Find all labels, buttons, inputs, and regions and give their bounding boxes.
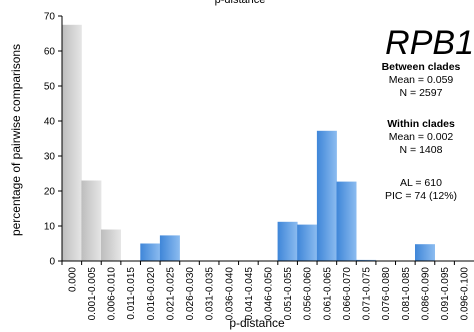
x-tick-label: 0.000 bbox=[67, 267, 78, 292]
y-axis-label: percentage of pairwise comparisons bbox=[9, 44, 23, 236]
y-tick-label: 10 bbox=[44, 222, 56, 233]
y-tick-label: 60 bbox=[44, 47, 56, 58]
y-tick-label: 20 bbox=[44, 187, 56, 198]
alignment-length: AL = 610 bbox=[400, 177, 442, 189]
x-tick-label: 0.011-0.015 bbox=[126, 267, 137, 320]
bar-between-0.066-0.070 bbox=[336, 181, 357, 261]
bar-between-0.086-0.090 bbox=[415, 244, 435, 261]
bars-group bbox=[61, 24, 435, 262]
x-tick-label: 0.051-0.055 bbox=[283, 267, 294, 321]
between-clades-heading: Between clades bbox=[382, 61, 461, 73]
within-clades-heading: Within clades bbox=[387, 118, 455, 130]
bar-between-0.051-0.055 bbox=[277, 221, 298, 261]
bar-between-0.021-0.025 bbox=[159, 235, 180, 261]
x-tick-label: 0.006-0.010 bbox=[107, 267, 118, 321]
bar-within-0.000 bbox=[61, 24, 82, 262]
x-tick-label: 0.081-0.085 bbox=[401, 267, 412, 321]
x-tick-label: 0.056-0.060 bbox=[303, 267, 314, 321]
x-tick-label: 0.001-0.005 bbox=[87, 267, 98, 321]
bar-between-0.061-0.065 bbox=[316, 130, 337, 261]
chart-title: p-distance bbox=[215, 0, 266, 6]
x-tick-label: 0.076-0.080 bbox=[381, 267, 392, 321]
x-tick-label: 0.041-0.045 bbox=[244, 267, 255, 321]
x-tick-label: 0.026-0.030 bbox=[185, 267, 196, 321]
x-tick-label: 0.036-0.040 bbox=[224, 267, 235, 321]
bar-between-0.056-0.060 bbox=[297, 224, 318, 261]
y-tick-label: 50 bbox=[44, 82, 56, 93]
x-tick-label: 0.086-0.090 bbox=[420, 267, 431, 321]
x-tick-label: 0.021-0.025 bbox=[165, 267, 176, 321]
gene-name: RPB1 bbox=[385, 24, 474, 62]
y-tick-label: 0 bbox=[49, 257, 55, 268]
between-n: N = 2597 bbox=[400, 87, 443, 99]
y-tick-label: 70 bbox=[44, 12, 56, 23]
x-tick-label: 0.046-0.050 bbox=[264, 267, 275, 321]
y-tick-label: 30 bbox=[44, 152, 56, 163]
x-tick-label: 0.031-0.035 bbox=[205, 267, 216, 321]
x-tick-label: 0.061-0.065 bbox=[322, 267, 333, 321]
within-n: N = 1408 bbox=[400, 144, 443, 156]
x-tick-label: 0.016-0.020 bbox=[146, 267, 157, 321]
bar-within-0.006-0.010 bbox=[101, 229, 121, 261]
parsimony-informative-chars: PIC = 74 (12%) bbox=[385, 190, 457, 202]
bar-between-0.016-0.020 bbox=[140, 243, 161, 261]
between-mean: Mean = 0.059 bbox=[389, 74, 454, 86]
x-tick-label: 0.096-0.100 bbox=[460, 267, 471, 321]
x-tick-label: 0.071-0.075 bbox=[362, 267, 373, 321]
within-mean: Mean = 0.002 bbox=[389, 131, 454, 143]
bar-within-0.001-0.005 bbox=[81, 180, 102, 261]
axes-group: 0 10 20 30 40 50 60 70 0.000 0.001-0.005 0.006-0.0… bbox=[44, 12, 474, 321]
x-tick-label: 0.091-0.095 bbox=[440, 267, 451, 321]
x-tick-label: 0.066-0.070 bbox=[342, 267, 353, 321]
y-tick-label: 40 bbox=[44, 117, 56, 128]
bar-between-0.071-0.075 bbox=[356, 259, 377, 261]
x-axis-label: p-distance bbox=[229, 316, 285, 330]
